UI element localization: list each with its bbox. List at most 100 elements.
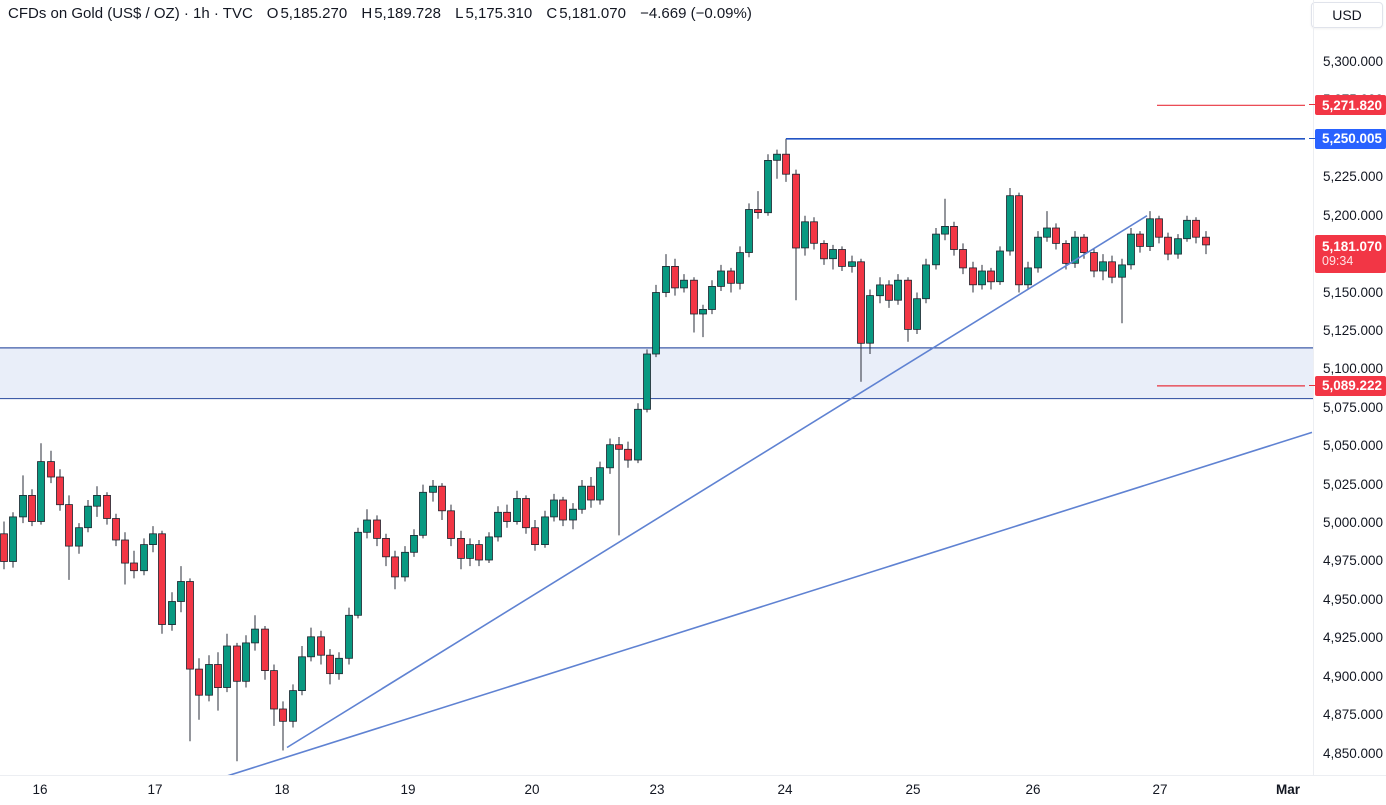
candle-down[interactable] xyxy=(959,249,967,269)
candles-group[interactable] xyxy=(0,138,1210,762)
candle-down[interactable] xyxy=(857,261,865,344)
candle-up[interactable] xyxy=(606,444,614,469)
candle-down[interactable] xyxy=(475,544,483,561)
candle-down[interactable] xyxy=(1192,219,1200,238)
candle-down[interactable] xyxy=(438,485,446,512)
candle-up[interactable] xyxy=(996,250,1004,283)
candle-up[interactable] xyxy=(643,353,651,410)
candle-down[interactable] xyxy=(587,485,595,501)
candle-up[interactable] xyxy=(242,642,250,682)
candle-down[interactable] xyxy=(1164,236,1172,255)
candle-up[interactable] xyxy=(1118,264,1126,278)
candle-down[interactable] xyxy=(503,511,511,522)
candle-up[interactable] xyxy=(485,536,493,561)
candle-up[interactable] xyxy=(168,601,176,626)
candle-up[interactable] xyxy=(419,491,427,536)
candle-down[interactable] xyxy=(1090,252,1098,272)
candle-up[interactable] xyxy=(708,285,716,310)
price-chart-canvas[interactable] xyxy=(0,0,1313,775)
candle-down[interactable] xyxy=(317,636,325,656)
candle-down[interactable] xyxy=(326,654,334,675)
candle-up[interactable] xyxy=(354,531,362,616)
upper-trendline[interactable] xyxy=(286,215,1148,749)
candle-down[interactable] xyxy=(1080,236,1088,253)
candle-up[interactable] xyxy=(513,498,521,523)
candle-up[interactable] xyxy=(978,270,986,286)
candle-up[interactable] xyxy=(1146,218,1154,247)
candle-down[interactable] xyxy=(950,225,958,250)
currency-button[interactable]: USD xyxy=(1311,2,1383,28)
candle-down[interactable] xyxy=(56,476,64,506)
candle-up[interactable] xyxy=(363,519,371,533)
time-axis[interactable]: 16 17 18 19 20 23 24 25 26 27 Mar xyxy=(0,775,1386,805)
candle-down[interactable] xyxy=(531,527,539,546)
candle-down[interactable] xyxy=(559,499,567,521)
candle-up[interactable] xyxy=(1174,238,1182,255)
candle-down[interactable] xyxy=(969,267,977,286)
candle-up[interactable] xyxy=(680,279,688,289)
candle-down[interactable] xyxy=(112,518,120,541)
candle-down[interactable] xyxy=(838,249,846,267)
candle-down[interactable] xyxy=(904,279,912,330)
candle-up[interactable] xyxy=(736,252,744,284)
candle-up[interactable] xyxy=(1071,236,1079,264)
candle-up[interactable] xyxy=(307,636,315,658)
candle-up[interactable] xyxy=(75,527,83,547)
candle-down[interactable] xyxy=(391,556,399,578)
candle-up[interactable] xyxy=(876,284,884,297)
symbol-title[interactable]: CFDs on Gold (US$ / OZ) · 1h · TVC xyxy=(8,5,253,22)
candle-up[interactable] xyxy=(894,279,902,301)
candle-up[interactable] xyxy=(652,292,660,355)
candle-up[interactable] xyxy=(223,645,231,688)
candle-up[interactable] xyxy=(251,628,259,644)
candle-up[interactable] xyxy=(764,159,772,214)
candle-down[interactable] xyxy=(47,461,55,478)
candle-up[interactable] xyxy=(429,485,437,493)
candle-up[interactable] xyxy=(494,511,502,538)
candle-down[interactable] xyxy=(158,533,166,625)
candle-up[interactable] xyxy=(550,499,558,518)
candle-up[interactable] xyxy=(801,221,809,249)
candle-down[interactable] xyxy=(782,153,790,175)
candle-up[interactable] xyxy=(578,485,586,510)
candle-up[interactable] xyxy=(466,544,474,559)
candle-up[interactable] xyxy=(37,461,45,522)
candle-up[interactable] xyxy=(345,614,353,659)
candle-up[interactable] xyxy=(699,308,707,315)
candle-down[interactable] xyxy=(103,494,111,519)
candle-up[interactable] xyxy=(569,508,577,521)
candle-up[interactable] xyxy=(932,233,940,266)
candle-down[interactable] xyxy=(885,284,893,301)
candle-down[interactable] xyxy=(820,242,828,260)
candle-up[interactable] xyxy=(149,533,157,545)
candle-down[interactable] xyxy=(671,265,679,289)
candle-up[interactable] xyxy=(19,494,27,518)
candle-up[interactable] xyxy=(941,225,949,235)
candle-down[interactable] xyxy=(987,270,995,283)
candle-down[interactable] xyxy=(1062,242,1070,264)
candle-down[interactable] xyxy=(382,538,390,558)
candle-down[interactable] xyxy=(1202,236,1210,246)
candle-down[interactable] xyxy=(195,668,203,696)
candle-down[interactable] xyxy=(792,173,800,249)
candle-up[interactable] xyxy=(335,657,343,675)
candle-up[interactable] xyxy=(1006,195,1014,252)
candle-up[interactable] xyxy=(1024,267,1032,286)
candle-up[interactable] xyxy=(717,270,725,287)
candle-down[interactable] xyxy=(1052,227,1060,244)
candle-up[interactable] xyxy=(745,209,753,253)
candle-down[interactable] xyxy=(690,279,698,315)
candle-up[interactable] xyxy=(140,544,148,572)
candle-up[interactable] xyxy=(84,505,92,529)
candle-down[interactable] xyxy=(1015,195,1023,286)
candle-up[interactable] xyxy=(1099,261,1107,272)
candle-down[interactable] xyxy=(457,538,465,559)
candle-down[interactable] xyxy=(130,562,138,572)
candle-up[interactable] xyxy=(866,295,874,344)
candle-up[interactable] xyxy=(93,494,101,507)
candle-up[interactable] xyxy=(634,408,642,461)
candle-down[interactable] xyxy=(233,645,241,682)
candle-down[interactable] xyxy=(1108,261,1116,278)
candle-up[interactable] xyxy=(9,516,17,562)
candle-down[interactable] xyxy=(1155,218,1163,238)
